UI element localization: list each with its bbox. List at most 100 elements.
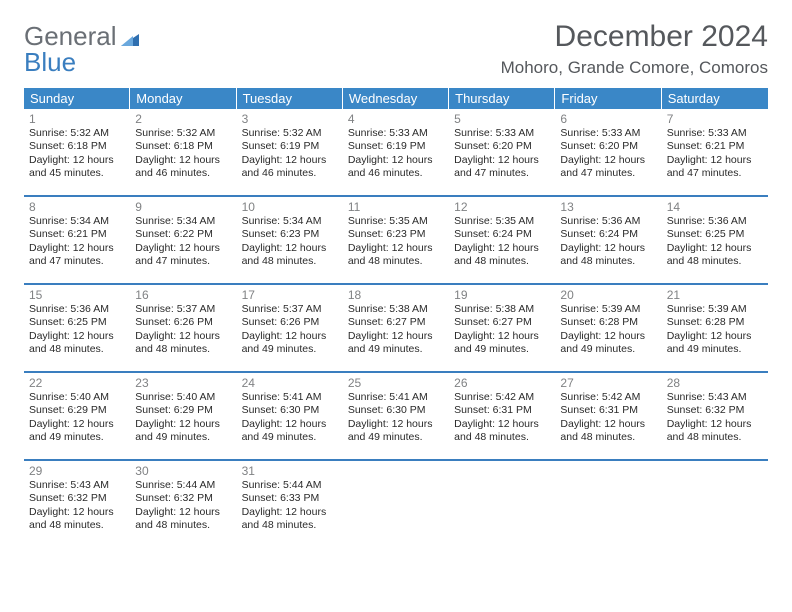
sunset-line: Sunset: 6:24 PM [560, 228, 656, 241]
daylight-line: and 48 minutes. [29, 343, 125, 356]
sunset-line: Sunset: 6:25 PM [29, 316, 125, 329]
daylight-line: and 48 minutes. [560, 255, 656, 268]
day-cell: 31Sunrise: 5:44 AMSunset: 6:33 PMDayligh… [237, 461, 343, 547]
daylight-line: Daylight: 12 hours [135, 330, 231, 343]
day-number: 22 [29, 376, 125, 390]
day-number: 19 [454, 288, 550, 302]
daylight-line: Daylight: 12 hours [667, 330, 763, 343]
daylight-line: Daylight: 12 hours [29, 154, 125, 167]
day-number: 21 [667, 288, 763, 302]
sunset-line: Sunset: 6:18 PM [135, 140, 231, 153]
sunrise-line: Sunrise: 5:36 AM [667, 215, 763, 228]
daylight-line: and 46 minutes. [135, 167, 231, 180]
daylight-line: and 49 minutes. [454, 343, 550, 356]
day-cell-empty [555, 461, 661, 547]
daylight-line: Daylight: 12 hours [667, 154, 763, 167]
daylight-line: and 45 minutes. [29, 167, 125, 180]
day-cell: 5Sunrise: 5:33 AMSunset: 6:20 PMDaylight… [449, 109, 555, 195]
day-number: 25 [348, 376, 444, 390]
daylight-line: Daylight: 12 hours [29, 242, 125, 255]
sunset-line: Sunset: 6:20 PM [560, 140, 656, 153]
sunset-line: Sunset: 6:20 PM [454, 140, 550, 153]
daylight-line: and 49 minutes. [560, 343, 656, 356]
daylight-line: Daylight: 12 hours [454, 154, 550, 167]
daylight-line: Daylight: 12 hours [560, 154, 656, 167]
dow-cell: Sunday [24, 88, 130, 109]
day-number: 23 [135, 376, 231, 390]
sunset-line: Sunset: 6:28 PM [560, 316, 656, 329]
sunrise-line: Sunrise: 5:34 AM [29, 215, 125, 228]
dow-cell: Saturday [662, 88, 768, 109]
day-number: 13 [560, 200, 656, 214]
sunrise-line: Sunrise: 5:36 AM [560, 215, 656, 228]
daylight-line: and 47 minutes. [135, 255, 231, 268]
sunset-line: Sunset: 6:22 PM [135, 228, 231, 241]
daylight-line: Daylight: 12 hours [242, 154, 338, 167]
daylight-line: Daylight: 12 hours [135, 242, 231, 255]
day-cell: 24Sunrise: 5:41 AMSunset: 6:30 PMDayligh… [237, 373, 343, 459]
daylight-line: and 48 minutes. [667, 255, 763, 268]
daylight-line: Daylight: 12 hours [348, 154, 444, 167]
sunrise-line: Sunrise: 5:39 AM [667, 303, 763, 316]
brand-logo: General Blue [24, 24, 141, 74]
daylight-line: Daylight: 12 hours [135, 154, 231, 167]
sunrise-line: Sunrise: 5:37 AM [242, 303, 338, 316]
sunrise-line: Sunrise: 5:43 AM [29, 479, 125, 492]
daylight-line: and 49 minutes. [667, 343, 763, 356]
daylight-line: Daylight: 12 hours [242, 330, 338, 343]
daylight-line: and 48 minutes. [454, 431, 550, 444]
daylight-line: Daylight: 12 hours [454, 418, 550, 431]
day-cell: 30Sunrise: 5:44 AMSunset: 6:32 PMDayligh… [130, 461, 236, 547]
day-number: 20 [560, 288, 656, 302]
day-cell: 18Sunrise: 5:38 AMSunset: 6:27 PMDayligh… [343, 285, 449, 371]
day-cell: 19Sunrise: 5:38 AMSunset: 6:27 PMDayligh… [449, 285, 555, 371]
daylight-line: Daylight: 12 hours [242, 418, 338, 431]
day-cell: 23Sunrise: 5:40 AMSunset: 6:29 PMDayligh… [130, 373, 236, 459]
daylight-line: and 49 minutes. [242, 343, 338, 356]
day-cell: 4Sunrise: 5:33 AMSunset: 6:19 PMDaylight… [343, 109, 449, 195]
daylight-line: and 47 minutes. [454, 167, 550, 180]
day-number: 17 [242, 288, 338, 302]
daylight-line: and 47 minutes. [29, 255, 125, 268]
daylight-line: Daylight: 12 hours [135, 418, 231, 431]
sunset-line: Sunset: 6:27 PM [348, 316, 444, 329]
calendar-grid: SundayMondayTuesdayWednesdayThursdayFrid… [24, 88, 768, 547]
sunrise-line: Sunrise: 5:38 AM [454, 303, 550, 316]
daylight-line: Daylight: 12 hours [348, 330, 444, 343]
daylight-line: and 47 minutes. [667, 167, 763, 180]
day-number: 8 [29, 200, 125, 214]
sunset-line: Sunset: 6:19 PM [242, 140, 338, 153]
sunrise-line: Sunrise: 5:36 AM [29, 303, 125, 316]
sunset-line: Sunset: 6:31 PM [560, 404, 656, 417]
day-number: 7 [667, 112, 763, 126]
day-number: 26 [454, 376, 550, 390]
day-cell: 10Sunrise: 5:34 AMSunset: 6:23 PMDayligh… [237, 197, 343, 283]
daylight-line: and 48 minutes. [242, 255, 338, 268]
sunset-line: Sunset: 6:30 PM [348, 404, 444, 417]
day-number: 30 [135, 464, 231, 478]
dow-cell: Wednesday [343, 88, 449, 109]
daylight-line: and 49 minutes. [348, 343, 444, 356]
day-number: 12 [454, 200, 550, 214]
daylight-line: Daylight: 12 hours [667, 242, 763, 255]
daylight-line: Daylight: 12 hours [560, 418, 656, 431]
daylight-line: Daylight: 12 hours [348, 242, 444, 255]
daylight-line: Daylight: 12 hours [667, 418, 763, 431]
day-number: 24 [242, 376, 338, 390]
sunset-line: Sunset: 6:33 PM [242, 492, 338, 505]
daylight-line: and 48 minutes. [29, 519, 125, 532]
sunrise-line: Sunrise: 5:38 AM [348, 303, 444, 316]
day-cell: 17Sunrise: 5:37 AMSunset: 6:26 PMDayligh… [237, 285, 343, 371]
daylight-line: and 48 minutes. [135, 519, 231, 532]
sunrise-line: Sunrise: 5:35 AM [348, 215, 444, 228]
daylight-line: Daylight: 12 hours [560, 242, 656, 255]
sunset-line: Sunset: 6:26 PM [135, 316, 231, 329]
daylight-line: and 48 minutes. [667, 431, 763, 444]
daylight-line: Daylight: 12 hours [29, 330, 125, 343]
day-cell: 3Sunrise: 5:32 AMSunset: 6:19 PMDaylight… [237, 109, 343, 195]
sunset-line: Sunset: 6:32 PM [29, 492, 125, 505]
dow-cell: Tuesday [237, 88, 343, 109]
daylight-line: Daylight: 12 hours [454, 330, 550, 343]
day-cell: 29Sunrise: 5:43 AMSunset: 6:32 PMDayligh… [24, 461, 130, 547]
sunrise-line: Sunrise: 5:44 AM [242, 479, 338, 492]
